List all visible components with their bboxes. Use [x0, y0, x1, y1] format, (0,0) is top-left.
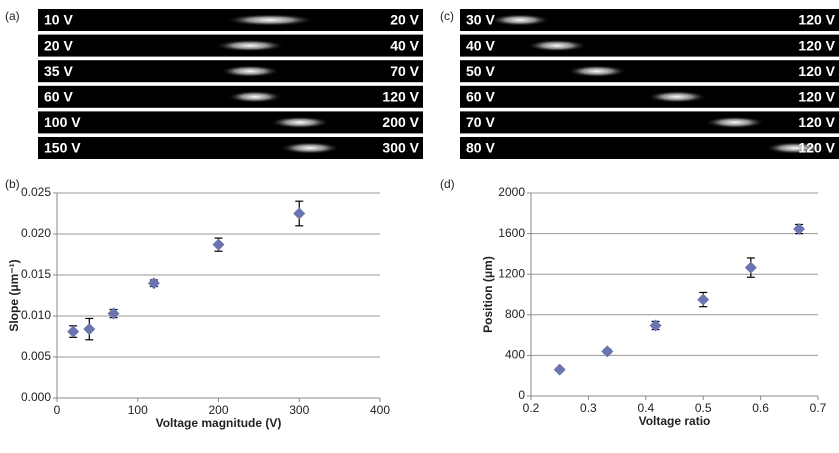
x-tick-label: 0.6 — [752, 401, 769, 415]
strip-left-label: 50 V — [466, 63, 495, 79]
point — [553, 363, 566, 376]
strip: 35 V 70 V — [38, 60, 423, 83]
strip-right-label: 300 V — [382, 140, 419, 156]
strip-right-label: 120 V — [798, 63, 835, 79]
strip-left-label: 10 V — [44, 12, 73, 28]
y-tick-label: 1200 — [498, 266, 525, 280]
glow-band — [765, 142, 825, 154]
strip: 100 V 200 V — [38, 111, 423, 134]
y-tick-label: 400 — [505, 348, 525, 362]
strip-right-label: 120 V — [798, 114, 835, 130]
panel-label: (d) — [440, 177, 455, 191]
strip: 150 V 300 V — [38, 137, 423, 159]
panel-label: (c) — [440, 9, 454, 23]
strip-right-label: 20 V — [390, 12, 419, 28]
x-tick-label: 0 — [54, 403, 61, 417]
strip-left-label: 70 V — [466, 114, 495, 130]
strip-background — [460, 60, 839, 83]
strip: 70 V 120 V — [460, 111, 839, 134]
x-tick-label: 0.7 — [810, 401, 827, 415]
strip-background — [460, 137, 839, 159]
point — [67, 325, 80, 338]
glow-band — [490, 14, 550, 26]
strip-left-label: 30 V — [466, 12, 495, 28]
strip: 80 V 120 V — [460, 137, 839, 159]
strip-background — [460, 34, 839, 57]
strip-right-label: 70 V — [390, 63, 419, 79]
panel-label: (b) — [5, 177, 20, 191]
strip: 10 V 20 V — [38, 9, 423, 31]
x-tick-label: 0.2 — [523, 401, 540, 415]
strip-left-label: 60 V — [44, 89, 73, 105]
y-tick-label: 800 — [505, 307, 525, 321]
point — [212, 238, 225, 251]
strip-left-label: 60 V — [466, 89, 495, 105]
point — [107, 307, 120, 320]
strip-right-label: 120 V — [798, 140, 835, 156]
x-tick-label: 400 — [370, 403, 390, 417]
point — [744, 261, 757, 274]
y-tick-label: 0.000 — [21, 390, 51, 404]
strip-background — [38, 111, 423, 134]
strip-left-label: 150 V — [44, 140, 81, 156]
glow-band — [567, 65, 627, 78]
glow-band — [220, 65, 280, 78]
strip-right-label: 120 V — [798, 12, 835, 28]
x-tick-label: 0.3 — [580, 401, 597, 415]
strip-left-label: 40 V — [466, 37, 495, 53]
point — [649, 319, 662, 332]
x-axis-title: Voltage magnitude (V) — [156, 416, 282, 430]
glow-band — [705, 116, 765, 129]
y-tick-label: 0.005 — [21, 349, 51, 363]
strip-left-label: 100 V — [44, 114, 81, 130]
strip-right-label: 40 V — [390, 37, 419, 53]
x-tick-label: 0.5 — [695, 401, 712, 415]
y-tick-label: 0 — [518, 388, 525, 402]
strip-left-label: 35 V — [44, 63, 73, 79]
strip-right-label: 200 V — [382, 114, 419, 130]
point — [601, 345, 614, 358]
strip: 50 V 120 V — [460, 60, 839, 83]
strip-left-label: 20 V — [44, 37, 73, 53]
point — [793, 223, 806, 236]
x-tick-label: 0.4 — [637, 401, 654, 415]
glow-band — [647, 90, 707, 103]
glow-band — [227, 90, 283, 103]
strip: 30 V 120 V — [460, 9, 839, 31]
y-axis-title: Position (μm) — [481, 256, 495, 333]
y-tick-label: 2000 — [498, 185, 525, 199]
strip: 60 V 120 V — [460, 85, 839, 108]
glow-band — [215, 39, 285, 52]
glow-band — [527, 39, 587, 52]
strip-background — [38, 137, 423, 159]
strip-left-label: 80 V — [466, 140, 495, 156]
glow-band — [280, 142, 340, 154]
y-tick-label: 0.020 — [21, 226, 51, 240]
strip: 40 V 120 V — [460, 34, 839, 57]
point — [293, 207, 306, 220]
strip: 20 V 40 V — [38, 34, 423, 57]
strip-right-label: 120 V — [798, 89, 835, 105]
strip-right-label: 120 V — [798, 37, 835, 53]
x-axis-title: Voltage ratio — [639, 414, 711, 428]
point — [83, 323, 96, 336]
strip-background — [460, 111, 839, 134]
x-tick-label: 100 — [128, 403, 148, 417]
panel-label: (a) — [5, 9, 20, 23]
y-tick-label: 0.015 — [21, 267, 51, 281]
strip: 60 V 120 V — [38, 85, 423, 108]
point — [697, 293, 710, 306]
glow-band — [225, 14, 315, 26]
y-tick-label: 1600 — [498, 226, 525, 240]
y-axis-title: Slope (μm⁻¹) — [7, 259, 21, 331]
y-tick-label: 0.010 — [21, 308, 51, 322]
x-tick-label: 300 — [289, 403, 309, 417]
point — [147, 277, 160, 290]
x-tick-label: 200 — [208, 403, 228, 417]
y-tick-label: 0.025 — [21, 185, 51, 199]
glow-band — [270, 116, 330, 129]
strip-background — [460, 9, 839, 31]
strip-right-label: 120 V — [382, 89, 419, 105]
